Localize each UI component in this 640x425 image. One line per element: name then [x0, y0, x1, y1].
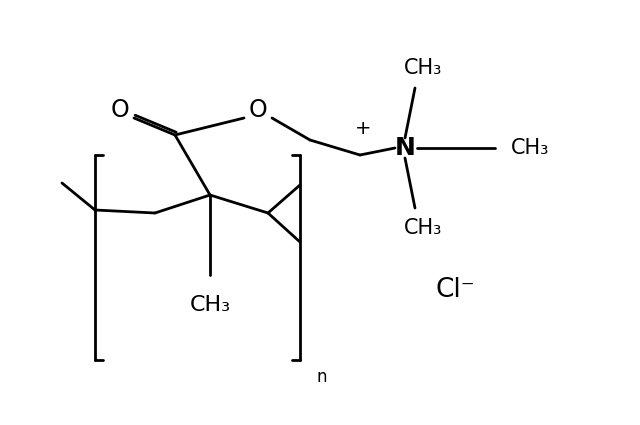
Text: CH₃: CH₃ — [189, 295, 230, 315]
Text: n: n — [316, 368, 326, 386]
Text: CH₃: CH₃ — [511, 138, 549, 158]
Text: Cl⁻: Cl⁻ — [435, 277, 475, 303]
Text: CH₃: CH₃ — [404, 58, 442, 78]
Text: O: O — [111, 98, 129, 122]
Text: O: O — [248, 98, 268, 122]
Text: CH₃: CH₃ — [404, 218, 442, 238]
Text: +: + — [355, 119, 371, 138]
Text: N: N — [395, 136, 415, 160]
